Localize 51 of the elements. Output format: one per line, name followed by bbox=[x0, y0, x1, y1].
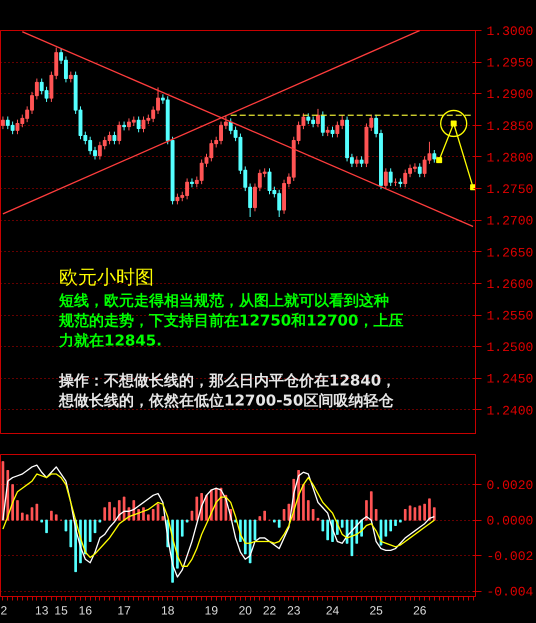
x-tick-label: 18 bbox=[161, 604, 175, 618]
annotation: 操作：不想做长线的，那么日内平仓价在12840，想做长线的，依然在低位12700-50区间吸纳轻仓 bbox=[58, 372, 396, 410]
y-tick-label: 1.2500 bbox=[486, 340, 534, 356]
candlestick bbox=[360, 156, 364, 168]
candlestick bbox=[418, 162, 422, 178]
candlestick bbox=[330, 126, 334, 138]
y-tick-label: 1.2450 bbox=[486, 372, 534, 387]
x-tick-label: 13 bbox=[35, 604, 49, 618]
x-tick-label: 25 bbox=[369, 604, 384, 618]
x-tick-label: 15 bbox=[54, 604, 68, 618]
candlestick bbox=[326, 126, 330, 137]
candlestick bbox=[112, 131, 116, 145]
candlestick bbox=[0, 116, 5, 130]
x-tick-label: 23 bbox=[287, 604, 301, 618]
y-tick-label: -0.004 bbox=[486, 584, 534, 600]
candlestick bbox=[354, 156, 359, 168]
text: 欧元小时图 bbox=[59, 266, 154, 288]
y-tick-label: 1.2800 bbox=[486, 150, 534, 166]
x-tick-label: 16 bbox=[78, 604, 92, 618]
candlestick bbox=[320, 110, 325, 137]
candlestick bbox=[136, 116, 141, 133]
candlestick bbox=[316, 108, 320, 128]
annotation: 短线，欧元走得相当规范，从图上就可以看到这种规范的走势，下支持目前在12750和12700，上压力就在12845. bbox=[58, 291, 404, 350]
y-tick-label: 1.2650 bbox=[486, 245, 534, 260]
y-tick-label: 1.2550 bbox=[486, 308, 534, 324]
x-tick-label: 2 bbox=[0, 604, 8, 618]
y-tick-label: 0.0000 bbox=[486, 514, 534, 529]
x-tick-label: 26 bbox=[413, 604, 427, 618]
y-tick-label: 1.2900 bbox=[486, 87, 534, 102]
x-tick-label: 24 bbox=[326, 604, 340, 618]
line-series bbox=[2, 473, 435, 567]
x-tick-label: 17 bbox=[117, 604, 132, 618]
y-tick-label: 1.2750 bbox=[486, 182, 534, 198]
y-tick-label: 1.2850 bbox=[486, 118, 534, 134]
line-series bbox=[2, 464, 435, 578]
y-tick-label: -0.002 bbox=[486, 549, 534, 564]
y-tick-label: 1.3000 bbox=[486, 24, 534, 39]
y-tick-label: 1.2950 bbox=[486, 56, 534, 71]
candlestick bbox=[68, 71, 73, 83]
candlestick bbox=[384, 168, 388, 190]
candlestick bbox=[432, 149, 436, 164]
candlestick bbox=[117, 121, 122, 145]
y-tick-label: 1.2600 bbox=[486, 276, 534, 292]
x-tick-label: 20 bbox=[238, 604, 252, 618]
x-tick-label: 19 bbox=[204, 604, 218, 618]
x-tick-label: 22 bbox=[262, 604, 277, 618]
candlestick bbox=[388, 168, 393, 187]
point bbox=[436, 157, 442, 164]
y-tick-label: 1.2400 bbox=[486, 403, 534, 418]
y-tick-label: 0.0020 bbox=[486, 478, 534, 494]
y-tick-label: 1.2700 bbox=[486, 214, 534, 229]
